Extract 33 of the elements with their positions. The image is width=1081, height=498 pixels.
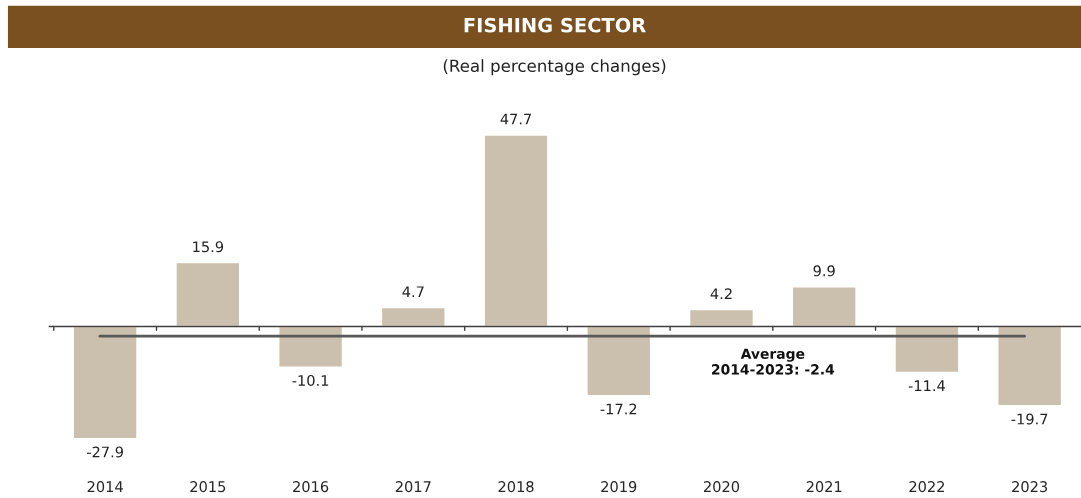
x-tick-label: 2017 bbox=[395, 481, 431, 493]
bar bbox=[483, 134, 549, 328]
chart-title: FISHING SECTOR bbox=[464, 17, 646, 33]
x-tick-label: 2020 bbox=[703, 481, 740, 493]
data-label: -19.7 bbox=[1011, 413, 1048, 425]
ref-line-label: Average 2014-2023: -2.4 bbox=[712, 348, 835, 375]
x-tick-label: 2016 bbox=[293, 481, 329, 493]
data-label: 4.2 bbox=[710, 288, 732, 300]
data-label: 47.7 bbox=[500, 113, 532, 125]
bar bbox=[380, 306, 446, 328]
bar bbox=[586, 325, 652, 397]
bar bbox=[997, 325, 1063, 407]
data-label: -17.2 bbox=[600, 403, 637, 415]
data-label: -27.9 bbox=[86, 446, 123, 458]
x-tick-label: 2015 bbox=[190, 481, 226, 493]
x-tick-label: 2018 bbox=[498, 481, 534, 493]
x-tick-label: 2022 bbox=[909, 481, 945, 493]
data-label: 15.9 bbox=[193, 241, 224, 253]
x-tick-label: 2023 bbox=[1012, 481, 1048, 493]
x-tick-label: 2019 bbox=[601, 481, 637, 493]
bar bbox=[278, 325, 344, 368]
bar bbox=[72, 325, 138, 440]
x-tick-label: 2021 bbox=[806, 481, 842, 493]
bar bbox=[688, 308, 755, 328]
bar bbox=[791, 286, 857, 328]
x-tick-label: 2014 bbox=[87, 481, 123, 493]
data-label: -11.4 bbox=[908, 380, 945, 391]
chart-subtitle: (Real percentage changes) bbox=[443, 59, 666, 76]
data-label: -10.1 bbox=[292, 374, 329, 386]
bar bbox=[175, 261, 241, 328]
data-label: 9.9 bbox=[813, 265, 835, 277]
data-label: 4.7 bbox=[402, 286, 424, 298]
bar bbox=[894, 325, 960, 374]
